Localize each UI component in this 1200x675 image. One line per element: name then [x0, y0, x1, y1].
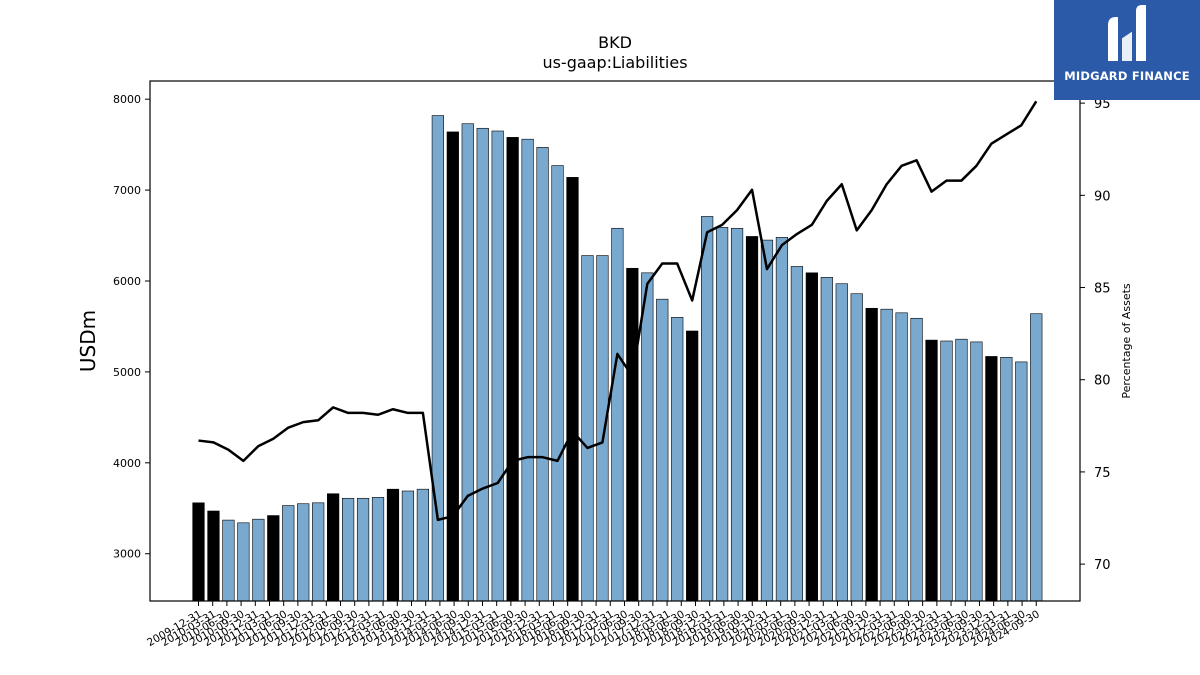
bar [835, 283, 848, 602]
bar [401, 490, 415, 602]
bar [237, 522, 250, 602]
bar [940, 340, 953, 602]
bar [1000, 357, 1013, 602]
bar-series [192, 115, 1043, 602]
bar [461, 123, 474, 602]
bar [641, 272, 654, 602]
pct-line-series [198, 100, 1038, 522]
chart-subtitle: us-gaap:Liabilities [542, 53, 687, 72]
bar [341, 497, 355, 602]
x-axis: 2009-12-312010-03-312010-06-302010-09-30… [145, 601, 1042, 649]
bar [775, 237, 789, 602]
bar [686, 330, 699, 602]
bar [790, 266, 803, 602]
bar [327, 493, 340, 602]
bar [745, 236, 759, 602]
bar [207, 510, 220, 602]
bar [222, 519, 235, 602]
bar [551, 165, 564, 602]
bar [252, 518, 265, 602]
y-right-tick-label: 70 [1094, 558, 1111, 573]
bar [446, 131, 459, 602]
bar [431, 115, 444, 602]
bar [491, 130, 504, 602]
bar [760, 239, 774, 602]
bar [536, 147, 549, 602]
bar [476, 127, 489, 602]
y-right-tick-label: 90 [1094, 189, 1111, 204]
chart-title: BKD [598, 33, 632, 52]
bar [282, 505, 295, 602]
y-tick-label: 6000 [113, 275, 141, 288]
y-right-tick-label: 75 [1094, 466, 1111, 481]
bar [865, 307, 878, 602]
brand-name: MIDGARD FINANCE [1064, 69, 1190, 83]
y-tick-label: 5000 [113, 366, 141, 379]
bar [416, 488, 430, 602]
y-axis-label-left: USDm [76, 310, 100, 372]
y-right-tick-label: 80 [1094, 374, 1111, 389]
y-axis-right: 70 75 80 85 90 95 [1080, 97, 1111, 573]
bar [1015, 361, 1028, 602]
bar [955, 338, 968, 602]
bar [581, 255, 594, 602]
bar [626, 267, 639, 602]
bar [596, 255, 609, 602]
plot-frame [149, 80, 1081, 602]
bar [371, 497, 385, 602]
bar [715, 227, 729, 602]
y-tick-label: 4000 [113, 457, 141, 470]
bar [521, 138, 534, 602]
midgard-logo-icon [1108, 5, 1146, 61]
bar [820, 277, 833, 602]
bar [566, 177, 579, 602]
bar [730, 227, 744, 602]
bar [267, 515, 280, 602]
bar [611, 227, 624, 602]
y-axis-label-right: Percentage of Assets [1120, 283, 1133, 399]
bar [386, 488, 400, 602]
y-right-tick-label: 85 [1094, 282, 1111, 297]
brand-logo: MIDGARD FINANCE [1054, 0, 1200, 100]
bar [192, 502, 205, 602]
bar [895, 312, 908, 602]
bar [312, 502, 325, 602]
bar [850, 293, 863, 602]
bar [1030, 313, 1043, 602]
bar [985, 356, 998, 602]
bar [970, 341, 983, 602]
y-tick-label: 3000 [113, 548, 141, 561]
bar [506, 137, 519, 602]
bar [297, 503, 310, 602]
y-axis-left: 3000 4000 5000 6000 7000 8000 [113, 93, 150, 561]
bar [880, 308, 893, 602]
bar [701, 216, 714, 602]
bar [656, 298, 669, 602]
bar [910, 317, 923, 602]
bar [925, 339, 938, 602]
bar [671, 317, 684, 602]
pct-of-assets-line [198, 100, 1038, 522]
bar [805, 272, 818, 602]
y-right-tick-label: 95 [1094, 97, 1111, 112]
y-tick-label: 7000 [113, 184, 141, 197]
y-tick-label: 8000 [113, 93, 141, 106]
bar [356, 497, 370, 602]
